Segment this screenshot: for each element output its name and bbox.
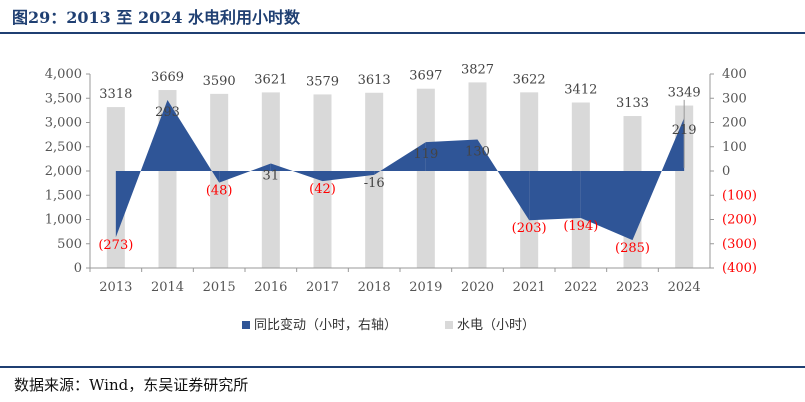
- x-tick-label: 2021: [513, 280, 546, 295]
- yoy-area-segment: [529, 171, 581, 221]
- yoy-area-segment: [270, 163, 323, 182]
- bar-value-label: 3621: [254, 72, 287, 87]
- right-tick-label: (100): [722, 188, 757, 203]
- yoy-value-label: (285): [615, 241, 650, 256]
- data-labels: 3318 3669 3590 3621 3579 3613 3697 3827 3622 3412…: [98, 62, 700, 256]
- right-tick-label: 300: [722, 91, 747, 106]
- hydro-bar: [261, 92, 280, 268]
- bar-value-label: 3133: [616, 96, 649, 111]
- right-tick-label: 200: [722, 116, 747, 131]
- yoy-value-label: 119: [413, 147, 438, 162]
- yoy-area-segment: [477, 139, 530, 221]
- right-axis: (400) (300) (200) (100) 0 100 200 300 400: [709, 67, 757, 276]
- left-tick-label: 0: [74, 261, 82, 276]
- x-tick-label: 2019: [409, 280, 442, 295]
- legend: 同比变动（小时，右轴） 水电（小时）: [242, 317, 535, 333]
- legend-swatch-yoy: [242, 321, 250, 329]
- legend-swatch-hydro: [445, 321, 453, 329]
- right-tick-label: (200): [722, 213, 757, 228]
- hydro-bar: [468, 82, 487, 268]
- left-tick-label: 1,000: [45, 213, 82, 228]
- yoy-value-label: 293: [155, 105, 180, 120]
- yoy-value-label: (48): [206, 184, 233, 199]
- legend-label-hydro: 水电（小时）: [457, 318, 535, 333]
- x-tick-label: 2013: [99, 280, 132, 295]
- yoy-area-segment: [580, 171, 633, 241]
- right-tick-label: (300): [722, 237, 757, 252]
- x-tick-label: 2018: [358, 280, 391, 295]
- bar-value-label: 3827: [461, 62, 494, 77]
- left-tick-label: 500: [57, 237, 82, 252]
- yoy-value-label: 31: [263, 168, 280, 183]
- chart: 05001,0001,5002,0002,5003,0003,5004,000 …: [45, 62, 757, 333]
- hydro-bar: [365, 92, 384, 268]
- bar-value-label: 3622: [513, 72, 546, 87]
- right-tick-label: 0: [722, 164, 730, 179]
- yoy-area-segment: [167, 99, 220, 183]
- left-tick-label: 1,500: [45, 188, 82, 203]
- yoy-value-label: 219: [672, 123, 697, 138]
- left-tick-label: 4,000: [45, 67, 82, 82]
- top-rule: [0, 32, 805, 34]
- yoy-area-segment: [374, 142, 426, 175]
- yoy-value-label: (203): [512, 221, 547, 236]
- hydro-bar: [313, 94, 332, 268]
- figure-title: 图29：2013 至 2024 水电利用小时数: [12, 8, 301, 27]
- bar-value-label: 3590: [203, 74, 236, 89]
- x-tick-label: 2022: [564, 280, 597, 295]
- x-tick-label: 2016: [254, 280, 287, 295]
- bar-value-label: 3349: [668, 86, 701, 101]
- x-tick-label: 2023: [616, 280, 649, 295]
- x-tick-label: 2015: [203, 280, 236, 295]
- left-axis: 0 500 1,000 1,500 2,000 2,500 3,000 3,500 4,000: [45, 67, 91, 276]
- left-tick-label: 3,000: [45, 116, 82, 131]
- yoy-area-segment: [425, 139, 478, 171]
- x-tick-label: 2020: [461, 280, 494, 295]
- yoy-value-label: -16: [364, 176, 385, 191]
- yoy-value-label: (273): [98, 238, 133, 253]
- bar-value-label: 3613: [358, 73, 391, 88]
- yoy-area-segment: [115, 99, 168, 238]
- yoy-value-label: (42): [309, 182, 336, 197]
- bar-value-label: 3412: [564, 83, 597, 98]
- yoy-area-segment: [219, 163, 271, 183]
- hydro-bar: [416, 88, 435, 268]
- x-axis: 2013 2014 2015 2016 2017 2018 2019 2020 2021 2022…: [89, 267, 710, 295]
- bar-value-label: 3697: [409, 69, 442, 84]
- bar-value-label: 3579: [306, 74, 339, 89]
- right-tick-label: 100: [722, 140, 747, 155]
- left-tick-label: 3,500: [45, 91, 82, 106]
- x-tick-label: 2017: [306, 280, 339, 295]
- legend-label-yoy: 同比变动（小时，右轴）: [254, 317, 397, 333]
- yoy-area-series: [115, 99, 685, 241]
- yoy-area-segment: [322, 171, 375, 182]
- bar-value-label: 3669: [151, 70, 184, 85]
- x-tick-label: 2024: [668, 280, 701, 295]
- yoy-value-label: 130: [465, 144, 490, 159]
- x-tick-label: 2014: [151, 280, 184, 295]
- right-tick-label: (400): [722, 261, 757, 276]
- yoy-value-label: (194): [563, 219, 598, 234]
- source-note: 数据来源：Wind，东吴证券研究所: [14, 376, 249, 394]
- bottom-rule: [0, 366, 805, 368]
- yoy-area-segment: [632, 117, 685, 241]
- left-tick-label: 2,000: [45, 164, 82, 179]
- bar-value-label: 3318: [99, 87, 132, 102]
- right-tick-label: 400: [722, 67, 747, 82]
- left-tick-label: 2,500: [45, 140, 82, 155]
